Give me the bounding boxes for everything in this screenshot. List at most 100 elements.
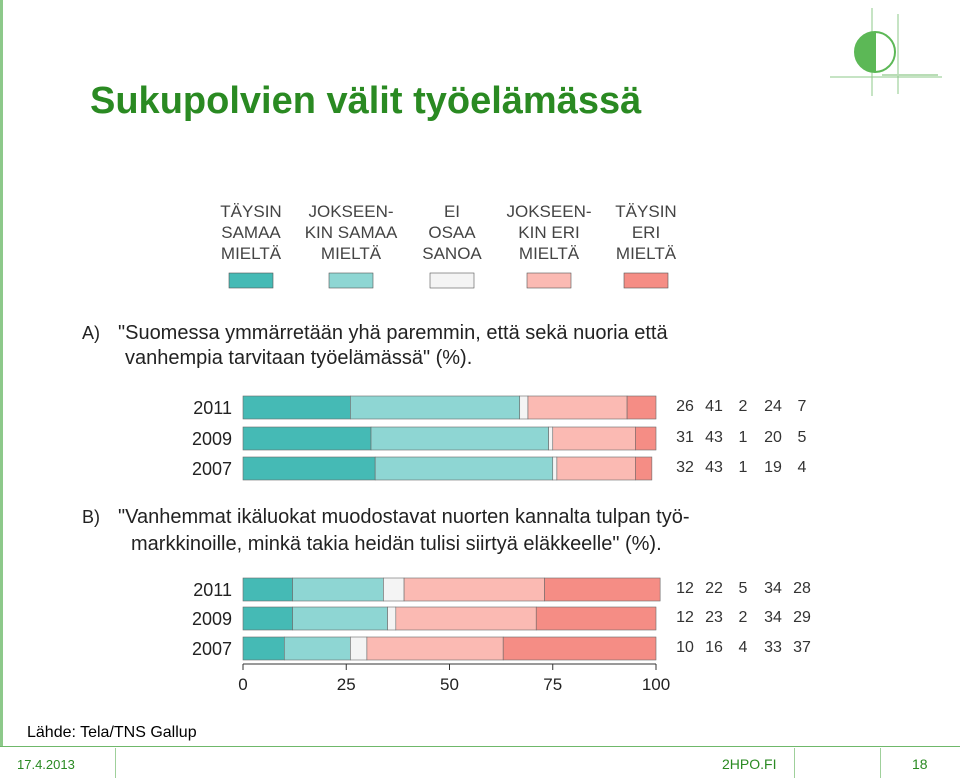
value-label: 22 [705,580,723,597]
value-label: 4 [739,639,748,656]
year-label: 2009 [192,429,232,449]
bar-segment [544,577,661,602]
source-note: Lähde: Tela/TNS Gallup [27,724,197,741]
legend-label: JOKSEEN- [308,202,393,221]
bar-segment [626,395,657,420]
value-label: 41 [705,398,723,415]
value-label: 12 [676,580,694,597]
bar-segment [556,456,636,481]
value-label: 12 [676,609,694,626]
legend-label: JOKSEEN- [506,202,591,221]
x-tick-label: 75 [543,675,562,694]
bar-segment [370,426,549,451]
bar-segment [374,456,554,481]
bar-segment [366,636,504,661]
value-label: 34 [764,580,782,597]
value-label: 43 [705,459,723,476]
value-label: 7 [798,398,807,415]
page-number: 18 [912,756,928,772]
legend-label: EI [444,202,460,221]
legend-label: SAMAA [221,223,281,242]
x-tick-label: 25 [337,675,356,694]
panel-label: B) [82,507,100,527]
footer-separator [880,748,881,778]
value-label: 2 [739,609,748,626]
year-label: 2011 [193,398,232,418]
panel-question: markkinoille, minkä takia heidän tulisi … [131,533,662,555]
bar-segment [635,426,657,451]
left-border [0,0,3,746]
footer-site-link[interactable]: 2HPO.FI [722,756,777,772]
value-label: 1 [739,429,748,446]
bar-segment [548,426,554,451]
value-label: 5 [739,580,748,597]
legend-swatch [328,272,374,289]
bar-segment [242,577,293,602]
bar-segment [283,636,351,661]
year-label: 2007 [192,639,232,659]
value-label: 43 [705,429,723,446]
legend-label: MIELTÄ [321,244,382,263]
legend-label: SANOA [422,244,482,263]
bar-segment [292,606,388,631]
legend-label: MIELTÄ [221,244,282,263]
legend-swatch [228,272,274,289]
value-label: 24 [764,398,782,415]
legend-swatch [623,272,669,289]
value-label: 26 [676,398,694,415]
bar-segment [552,456,558,481]
bar-segment [292,577,384,602]
bar-segment [242,606,293,631]
bar-segment [242,456,376,481]
value-label: 28 [793,580,811,597]
legend-label: KIN ERI [518,223,579,242]
year-label: 2007 [192,459,232,479]
legend-label: OSAA [428,223,476,242]
panel-question: vanhempia tarvitaan työelämässä" (%). [125,347,472,369]
bar-segment [635,456,653,481]
year-label: 2009 [192,609,232,629]
value-label: 1 [739,459,748,476]
bar-segment [242,395,351,420]
value-label: 32 [676,459,694,476]
value-label: 37 [793,639,811,656]
value-label: 20 [764,429,782,446]
value-label: 34 [764,609,782,626]
legend-label: MIELTÄ [616,244,677,263]
slide-title: Sukupolvien välit työelämässä [90,80,642,122]
legend-label: TÄYSIN [220,202,281,221]
value-label: 5 [798,429,807,446]
value-label: 2 [739,398,748,415]
panel-label: A) [82,323,100,343]
bar-segment [242,636,285,661]
panel-question: "Vanhemmat ikäluokat muodostavat nuorten… [118,506,690,528]
footer-date: 17.4.2013 [17,757,75,772]
bar-segment [552,426,636,451]
panel-question: "Suomessa ymmärretään yhä paremmin, että… [118,322,668,344]
bar-segment [395,606,537,631]
legend-label: KIN SAMAA [305,223,398,242]
x-tick-label: 100 [642,675,670,694]
value-label: 10 [676,639,694,656]
legend-label: TÄYSIN [615,202,676,221]
bar-segment [535,606,657,631]
footer-separator [115,748,116,778]
stacked-bar-chart: TÄYSIN SAMAA MIELTÄ JOKSEEN- KIN SAMAA MIELTÄ… [82,202,811,694]
bar-segment [383,577,405,602]
footer-divider [0,746,960,747]
value-label: 23 [705,609,723,626]
legend-label: MIELTÄ [519,244,580,263]
x-tick-label: 50 [440,675,459,694]
year-label: 2011 [193,580,232,600]
value-label: 19 [764,459,782,476]
bar-segment [242,426,372,451]
bar-segment [350,395,521,420]
value-label: 29 [793,609,811,626]
bar-segment [519,395,529,420]
value-label: 31 [676,429,694,446]
bar-segment [387,606,397,631]
circle-logo-icon [830,8,942,96]
bar-segment [527,395,628,420]
bar-segment [350,636,368,661]
legend-swatch [429,272,475,289]
